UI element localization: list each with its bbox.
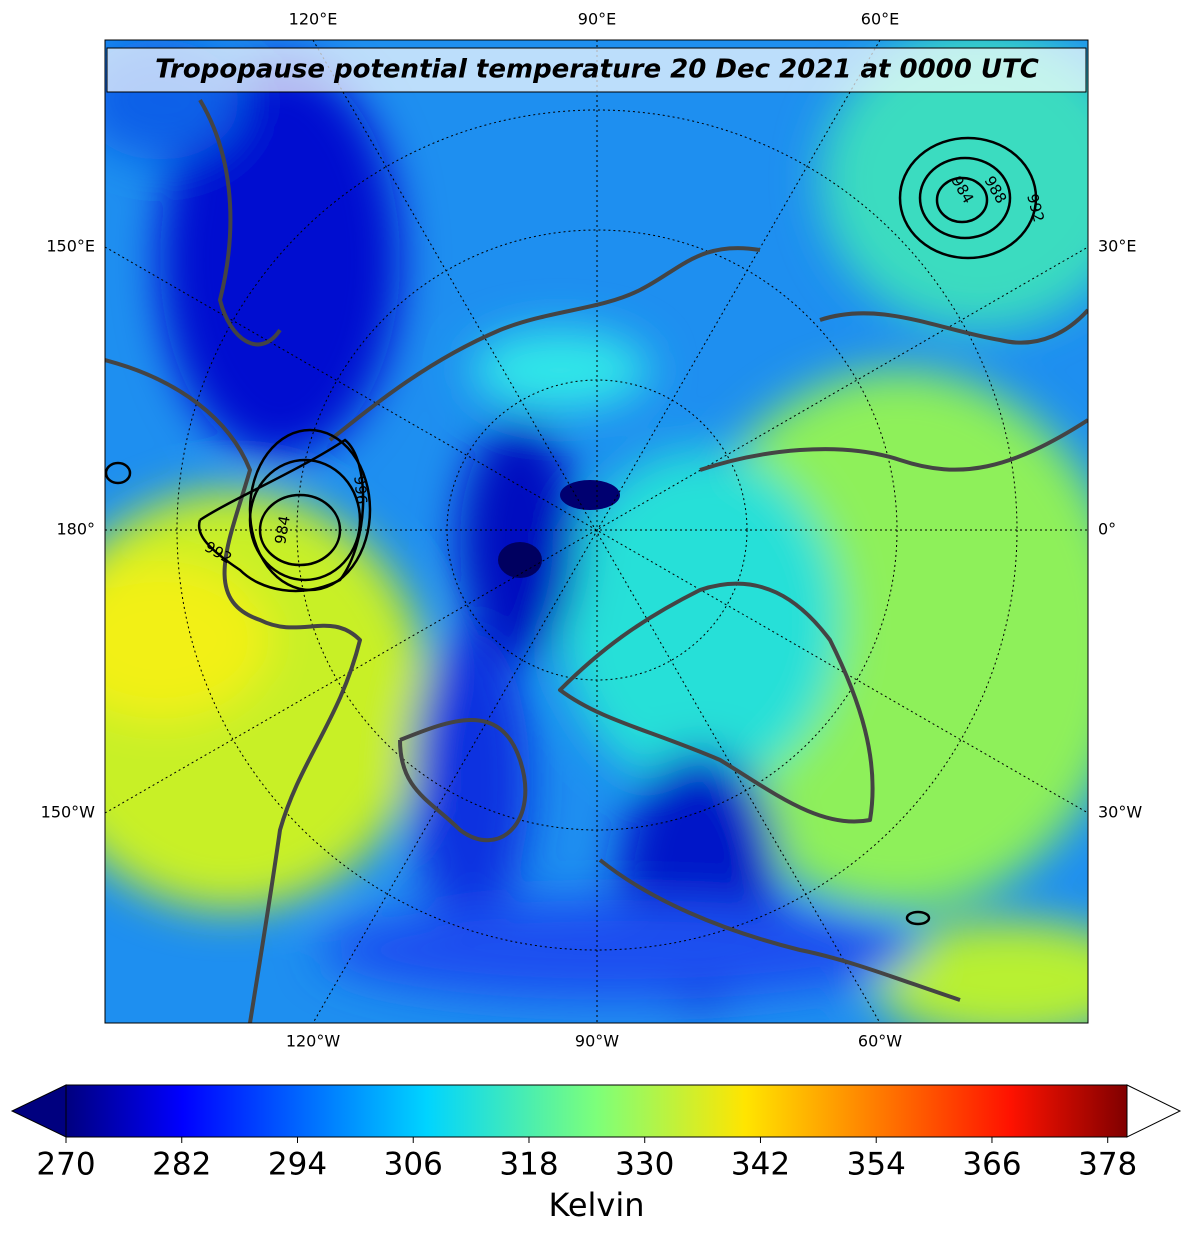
- lon-label: 60°W: [858, 1032, 902, 1051]
- colorbar-extend-min: [10, 1084, 67, 1138]
- colorbar-label: Kelvin: [548, 1186, 644, 1224]
- colorbar-tick-label: 270: [36, 1147, 95, 1183]
- colorbar-tick-label: 318: [499, 1147, 558, 1183]
- lat-label: 150°E: [46, 237, 95, 256]
- map-title: Tropopause potential temperature 20 Dec …: [155, 55, 1039, 85]
- lon-label: 90°E: [578, 10, 616, 29]
- lat-label: 150°W: [41, 803, 96, 822]
- contour-label: 996: [350, 475, 370, 505]
- lat-label: 180°: [56, 520, 95, 539]
- lon-label: 90°W: [575, 1032, 619, 1051]
- colorbar-tick-label: 294: [268, 1147, 327, 1183]
- colorbar-ramp: [66, 1085, 1127, 1137]
- colorbar-extend-max: [1126, 1084, 1182, 1138]
- lat-label: 0°: [1098, 520, 1116, 539]
- map-frame: [104, 39, 1089, 1024]
- lon-label: 120°E: [289, 10, 338, 29]
- title-box: [106, 47, 1087, 93]
- colorbar-tick-label: 330: [615, 1147, 674, 1183]
- lat-label: 30°E: [1098, 237, 1136, 256]
- colorbar-tick-label: 354: [847, 1147, 906, 1183]
- colorbar-tick-label: 378: [1078, 1147, 1137, 1183]
- lon-label: 60°E: [861, 10, 899, 29]
- map-field: [105, 40, 1088, 1023]
- colorbar-tick-label: 366: [962, 1147, 1021, 1183]
- colorbar-tick-label: 282: [152, 1147, 211, 1183]
- lon-label: 120°W: [286, 1032, 341, 1051]
- contour-label: 984: [271, 514, 294, 545]
- colorbar-frame: [65, 1084, 1128, 1138]
- colorbar-tick-label: 342: [731, 1147, 790, 1183]
- lat-label: 30°W: [1098, 803, 1142, 822]
- colorbar-tick-label: 306: [384, 1147, 443, 1183]
